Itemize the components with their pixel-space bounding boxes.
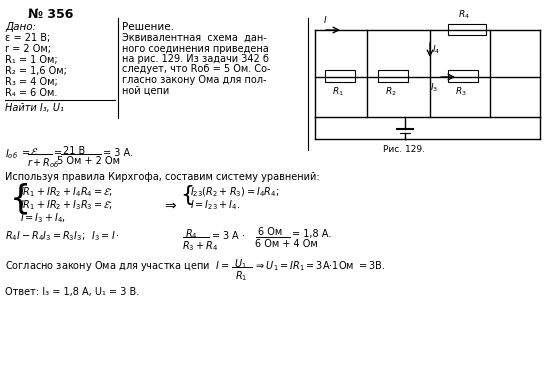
Text: =: = [54,148,62,158]
Text: {: { [10,182,31,215]
Text: $\mathcal{E}$: $\mathcal{E}$ [30,146,38,157]
Text: Дано:: Дано: [5,22,36,32]
Text: $I$: $I$ [323,14,327,25]
Text: $R_4$: $R_4$ [185,227,198,241]
Text: № 356: № 356 [28,8,73,21]
Text: следует, что Rоб = 5 Ом. Со-: следует, что Rоб = 5 Ом. Со- [122,65,271,74]
Text: ной цепи: ной цепи [122,85,169,96]
Text: = 1,8 А.: = 1,8 А. [292,229,331,239]
Text: гласно закону Ома для пол-: гласно закону Ома для пол- [122,75,267,85]
Text: на рис. 129. Из задачи 342 б: на рис. 129. Из задачи 342 б [122,54,269,64]
Text: $I = I_3 + I_4,$: $I = I_3 + I_4,$ [20,211,66,225]
Text: $I_3$: $I_3$ [430,81,438,93]
Text: $IR_1 + IR_2 + I_3R_3 = \mathcal{E};$: $IR_1 + IR_2 + I_3R_3 = \mathcal{E};$ [20,198,113,212]
Text: Ответ: I₃ = 1,8 А, U₁ = 3 В.: Ответ: I₃ = 1,8 А, U₁ = 3 В. [5,287,139,297]
Text: $I_{23}(R_2 + R_3) = I_4 R_4;$: $I_{23}(R_2 + R_3) = I_4 R_4;$ [190,185,279,199]
Text: Согласно закону Ома для участка цепи  $I = $: Согласно закону Ома для участка цепи $I … [5,259,229,273]
Text: Эквивалентная  схема  дан-: Эквивалентная схема дан- [122,33,267,43]
Text: $I = I_{23} + I_4.$: $I = I_{23} + I_4.$ [190,198,240,212]
Text: ного соединения приведена: ного соединения приведена [122,43,269,54]
Text: Используя правила Кирхгофа, составим систему уравнений:: Используя правила Кирхгофа, составим сис… [5,172,320,182]
Bar [448,70,478,82]
Bar [448,24,486,35]
Text: $r + R_{об}$: $r + R_{об}$ [27,156,60,170]
Text: R₁ = 1 Ом;: R₁ = 1 Ом; [5,55,58,65]
Text: $R_1$: $R_1$ [332,86,344,99]
Text: {: { [180,185,194,205]
Text: $IR_1 + IR_2 + I_4R_4 = \mathcal{E};$: $IR_1 + IR_2 + I_4R_4 = \mathcal{E};$ [20,185,113,199]
Text: $R_2$: $R_2$ [385,86,397,99]
Text: $R_3$: $R_3$ [455,86,467,99]
Text: $R_1$: $R_1$ [235,269,248,283]
Text: 6 Ом + 4 Ом: 6 Ом + 4 Ом [255,239,318,249]
Text: R₄ = 6 Ом.: R₄ = 6 Ом. [5,88,57,98]
Text: $I_{об}$: $I_{об}$ [5,147,18,161]
Text: $\Rightarrow U_1 = IR_1 = 3$А$\cdot$1Ом $= 3$В.: $\Rightarrow U_1 = IR_1 = 3$А$\cdot$1Ом … [254,259,385,273]
Text: $R_3 + R_4$: $R_3 + R_4$ [182,239,218,253]
Text: r = 2 Ом;: r = 2 Ом; [5,44,51,54]
Text: 6 Ом: 6 Ом [258,227,282,237]
Text: 5 Ом + 2 Ом: 5 Ом + 2 Ом [57,156,120,166]
Text: $R_4 I - R_4 I_3 = R_3 I_3;\;\; I_3 = I\cdot$: $R_4 I - R_4 I_3 = R_3 I_3;\;\; I_3 = I\… [5,229,120,243]
Text: $R_4$: $R_4$ [458,8,470,21]
Text: 21 В: 21 В [63,146,85,156]
Text: Решение.: Решение. [122,22,174,32]
Text: Рис. 129.: Рис. 129. [383,145,425,154]
Text: $I_4$: $I_4$ [432,44,441,56]
Text: ε = 21 В;: ε = 21 В; [5,33,50,43]
Text: $\Rightarrow$: $\Rightarrow$ [162,198,178,212]
Bar [378,70,408,82]
Text: = 3 А.: = 3 А. [103,148,133,158]
Text: R₂ = 1,6 Ом;: R₂ = 1,6 Ом; [5,66,67,76]
Text: R₃ = 4 Ом;: R₃ = 4 Ом; [5,77,58,87]
Text: $U_1$: $U_1$ [234,257,247,271]
Text: Найти I₃, U₁: Найти I₃, U₁ [5,103,64,113]
Text: = 3 А $\cdot$: = 3 А $\cdot$ [211,229,245,241]
Bar [325,70,355,82]
Text: =: = [22,148,30,158]
